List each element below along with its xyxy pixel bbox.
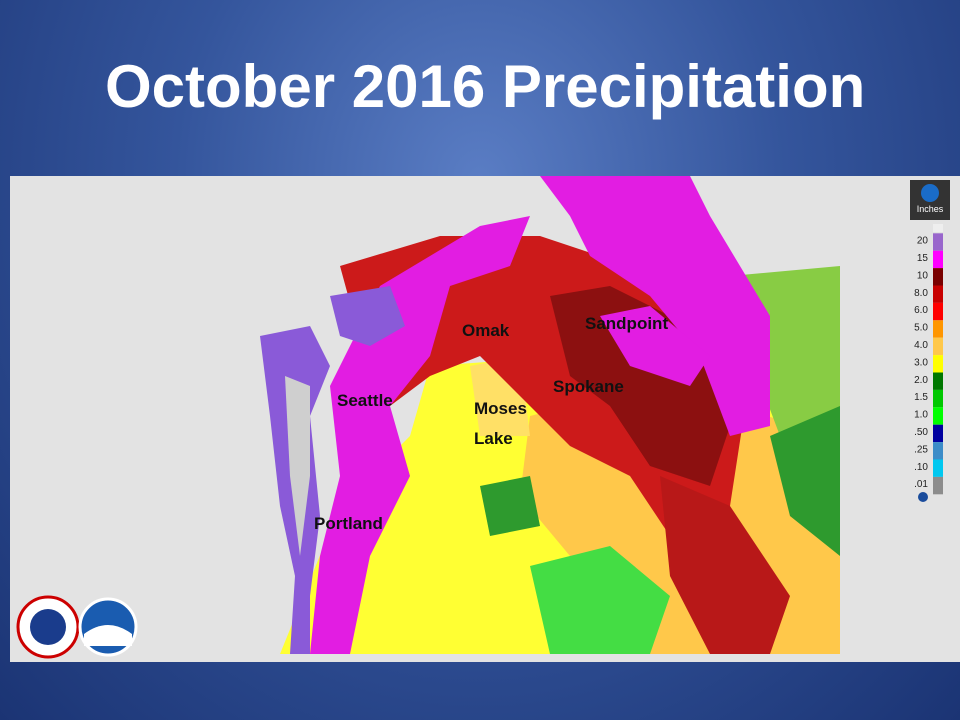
city-label: Seattle <box>337 391 393 410</box>
legend-help <box>918 492 928 502</box>
legend-label: 8.0 <box>914 288 928 299</box>
legend-label: 6.0 <box>914 305 928 316</box>
legend-label: 1.0 <box>914 410 928 421</box>
legend-swatch <box>933 476 943 495</box>
legend: Inches 20 15 10 8.0 6.0 5.0 4.0 3.0 2.0 1.5 1.0 .50… <box>910 180 950 502</box>
city-label: Lake <box>474 429 513 448</box>
legend-swatch <box>933 268 943 286</box>
legend-label: 10 <box>917 270 929 281</box>
legend-label: 1.5 <box>914 392 928 403</box>
legend-swatch <box>933 337 943 356</box>
legend-swatch <box>933 424 943 443</box>
field-darkgreen-e <box>770 406 840 556</box>
legend-label: 2.0 <box>914 375 928 386</box>
legend-swatch <box>933 389 943 408</box>
legend-swatch <box>933 320 943 338</box>
legend-label: 15 <box>917 253 929 264</box>
map: Omak Sandpoint Spokane Seattle Moses Lak… <box>10 176 960 662</box>
noaa-logo-wave <box>84 625 132 646</box>
city-labels: Omak Sandpoint Spokane Seattle Moses Lak… <box>314 314 668 533</box>
legend-swatch <box>933 407 943 425</box>
legend-swatch <box>933 233 943 251</box>
legend-top-swatch <box>933 224 943 232</box>
map-panel: Omak Sandpoint Spokane Seattle Moses Lak… <box>10 176 960 662</box>
field-gray-coast <box>285 376 310 556</box>
field-green-c <box>480 476 540 536</box>
legend-label: 5.0 <box>914 323 928 334</box>
precip-field <box>260 176 840 654</box>
legend-swatch <box>933 250 943 269</box>
city-label: Spokane <box>553 377 624 396</box>
legend-swatch <box>933 302 943 321</box>
legend-label: 20 <box>917 236 929 247</box>
legend-label: .50 <box>914 427 928 438</box>
slide-title: October 2016 Precipitation <box>105 53 866 120</box>
legend-unit: Inches <box>917 204 944 214</box>
legend-logo <box>921 184 939 202</box>
legend-label: .25 <box>914 444 928 455</box>
city-label: Sandpoint <box>585 314 668 333</box>
legend-swatch <box>933 442 943 460</box>
field-green-s <box>530 546 670 654</box>
city-label: Omak <box>462 321 510 340</box>
legend-label: .10 <box>914 462 928 473</box>
legend-swatch <box>933 285 943 303</box>
legend-label: .01 <box>914 479 928 490</box>
legend-swatch <box>933 355 943 373</box>
agency-logos <box>16 595 138 659</box>
legend-label: 3.0 <box>914 357 928 368</box>
city-label: Moses <box>474 399 527 418</box>
field-red-se <box>660 476 790 654</box>
field-purple-olympic <box>330 286 405 346</box>
field-magenta-idaho <box>600 306 710 386</box>
legend-swatch <box>933 372 943 390</box>
nws-logo-center <box>30 609 66 645</box>
city-label: Portland <box>314 514 383 533</box>
legend-label: 4.0 <box>914 340 928 351</box>
legend-swatch <box>933 459 943 477</box>
field-magenta-n <box>540 176 770 436</box>
